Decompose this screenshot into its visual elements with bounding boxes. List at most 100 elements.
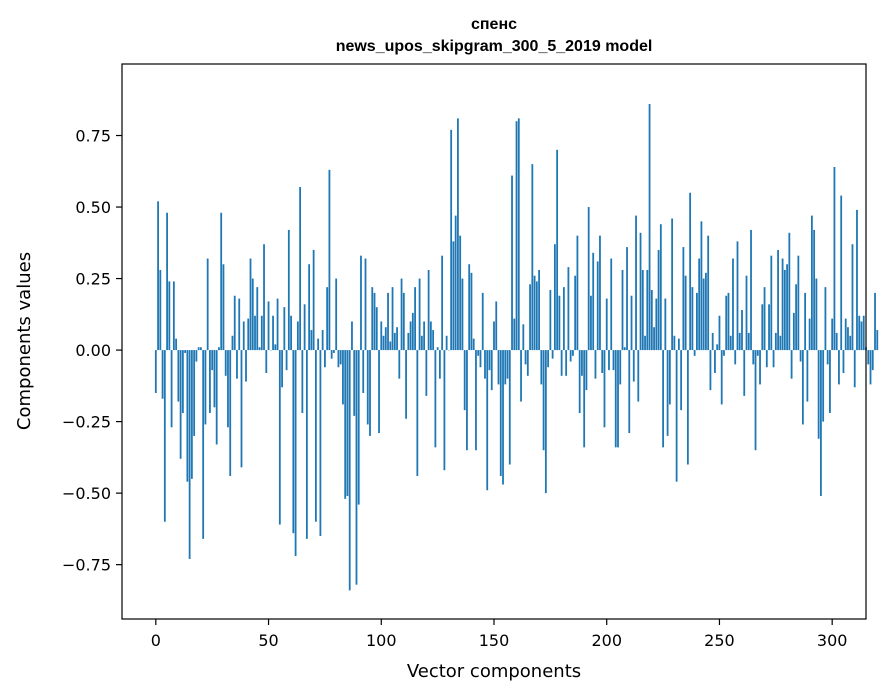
bar-109 <box>400 278 403 351</box>
bar-119 <box>423 321 426 351</box>
bar-195 <box>594 350 597 379</box>
bar-215 <box>639 232 642 351</box>
bar-224 <box>659 224 662 351</box>
plot-frame <box>121 63 867 620</box>
y-tick-label-1: −0.50 <box>62 484 111 503</box>
bar-304 <box>840 195 843 351</box>
bar-161 <box>517 118 520 351</box>
bar-99 <box>378 350 380 434</box>
bar-9 <box>175 338 178 351</box>
bar-194 <box>592 252 595 351</box>
bar-20 <box>200 347 202 351</box>
bar-37 <box>238 298 241 351</box>
bar-146 <box>484 350 486 379</box>
bar-125 <box>436 347 439 351</box>
bar-134 <box>457 118 459 351</box>
bar-184 <box>569 350 572 362</box>
bar-305 <box>842 350 845 373</box>
bar-91 <box>360 255 362 351</box>
bar-66 <box>303 304 306 351</box>
bar-319 <box>874 292 876 351</box>
bar-211 <box>630 295 633 351</box>
bar-287 <box>801 350 804 425</box>
bar-150 <box>493 321 495 351</box>
bar-62 <box>294 350 297 557</box>
bar-38 <box>240 350 243 468</box>
bar-155 <box>504 350 507 385</box>
bar-80 <box>335 278 338 351</box>
bar-206 <box>619 350 622 385</box>
bar-266 <box>754 350 757 451</box>
bar-230 <box>673 335 676 351</box>
x-tick-label-2: 100 <box>366 631 397 650</box>
bar-226 <box>664 298 667 351</box>
bar-205 <box>617 350 619 448</box>
bar-192 <box>587 207 590 351</box>
bar-94 <box>366 350 369 425</box>
bar-222 <box>655 298 658 351</box>
bar-166 <box>529 284 531 351</box>
bar-122 <box>429 321 432 351</box>
bar-253 <box>725 295 728 351</box>
bar-133 <box>454 215 457 351</box>
bar-88 <box>353 350 356 416</box>
bar-234 <box>682 247 685 351</box>
bar-129 <box>445 335 448 351</box>
bar-108 <box>398 350 401 379</box>
bar-113 <box>409 321 412 351</box>
bar-316 <box>867 350 870 365</box>
bar-120 <box>425 350 428 396</box>
bar-65 <box>301 350 304 414</box>
bar-102 <box>384 327 387 351</box>
bar-67 <box>305 350 308 539</box>
bar-101 <box>382 335 385 351</box>
bar-190 <box>583 350 586 448</box>
bar-306 <box>844 318 847 351</box>
bar-247 <box>711 332 714 351</box>
bar-274 <box>772 350 775 368</box>
bar-235 <box>684 275 687 351</box>
y-axis-ticks: −0.75 −0.50 −0.25 0.00 0.25 0.50 0.75 <box>62 127 122 575</box>
bar-144 <box>479 350 482 368</box>
bar-132 <box>452 241 455 351</box>
bar-82 <box>339 350 342 365</box>
bar-96 <box>371 287 374 351</box>
bar-168 <box>533 275 536 351</box>
bar-272 <box>768 304 770 351</box>
bar-163 <box>522 324 525 351</box>
bar-61 <box>292 350 295 534</box>
bar-19 <box>197 347 200 351</box>
bar-118 <box>420 335 423 351</box>
bar-90 <box>357 350 360 505</box>
bar-24 <box>209 350 211 414</box>
bar-84 <box>344 350 347 499</box>
bar-241 <box>698 258 701 351</box>
bar-152 <box>497 350 500 385</box>
bar-81 <box>337 350 340 368</box>
bar-289 <box>806 350 809 402</box>
bar-298 <box>826 350 829 365</box>
bar-49 <box>265 350 268 373</box>
bar-294 <box>817 350 820 439</box>
bar-174 <box>547 350 550 368</box>
bar-104 <box>389 341 392 351</box>
bar-89 <box>355 350 358 585</box>
bar-204 <box>614 350 617 448</box>
bar-47 <box>260 315 263 351</box>
bar-114 <box>411 312 414 351</box>
bar-296 <box>822 350 825 422</box>
bar-189 <box>581 350 583 376</box>
bar-238 <box>691 287 694 351</box>
bar-29 <box>220 212 223 351</box>
bar-64 <box>299 187 302 351</box>
bar-225 <box>662 350 664 448</box>
bar-202 <box>610 258 613 351</box>
bar-250 <box>718 315 721 351</box>
bar-127 <box>441 255 444 351</box>
bar-164 <box>524 350 527 365</box>
bar-157 <box>508 350 511 465</box>
bar-16 <box>190 350 193 479</box>
bar-77 <box>328 169 331 351</box>
y-tick-label-5: 0.50 <box>75 198 111 217</box>
bar-42 <box>249 258 252 351</box>
